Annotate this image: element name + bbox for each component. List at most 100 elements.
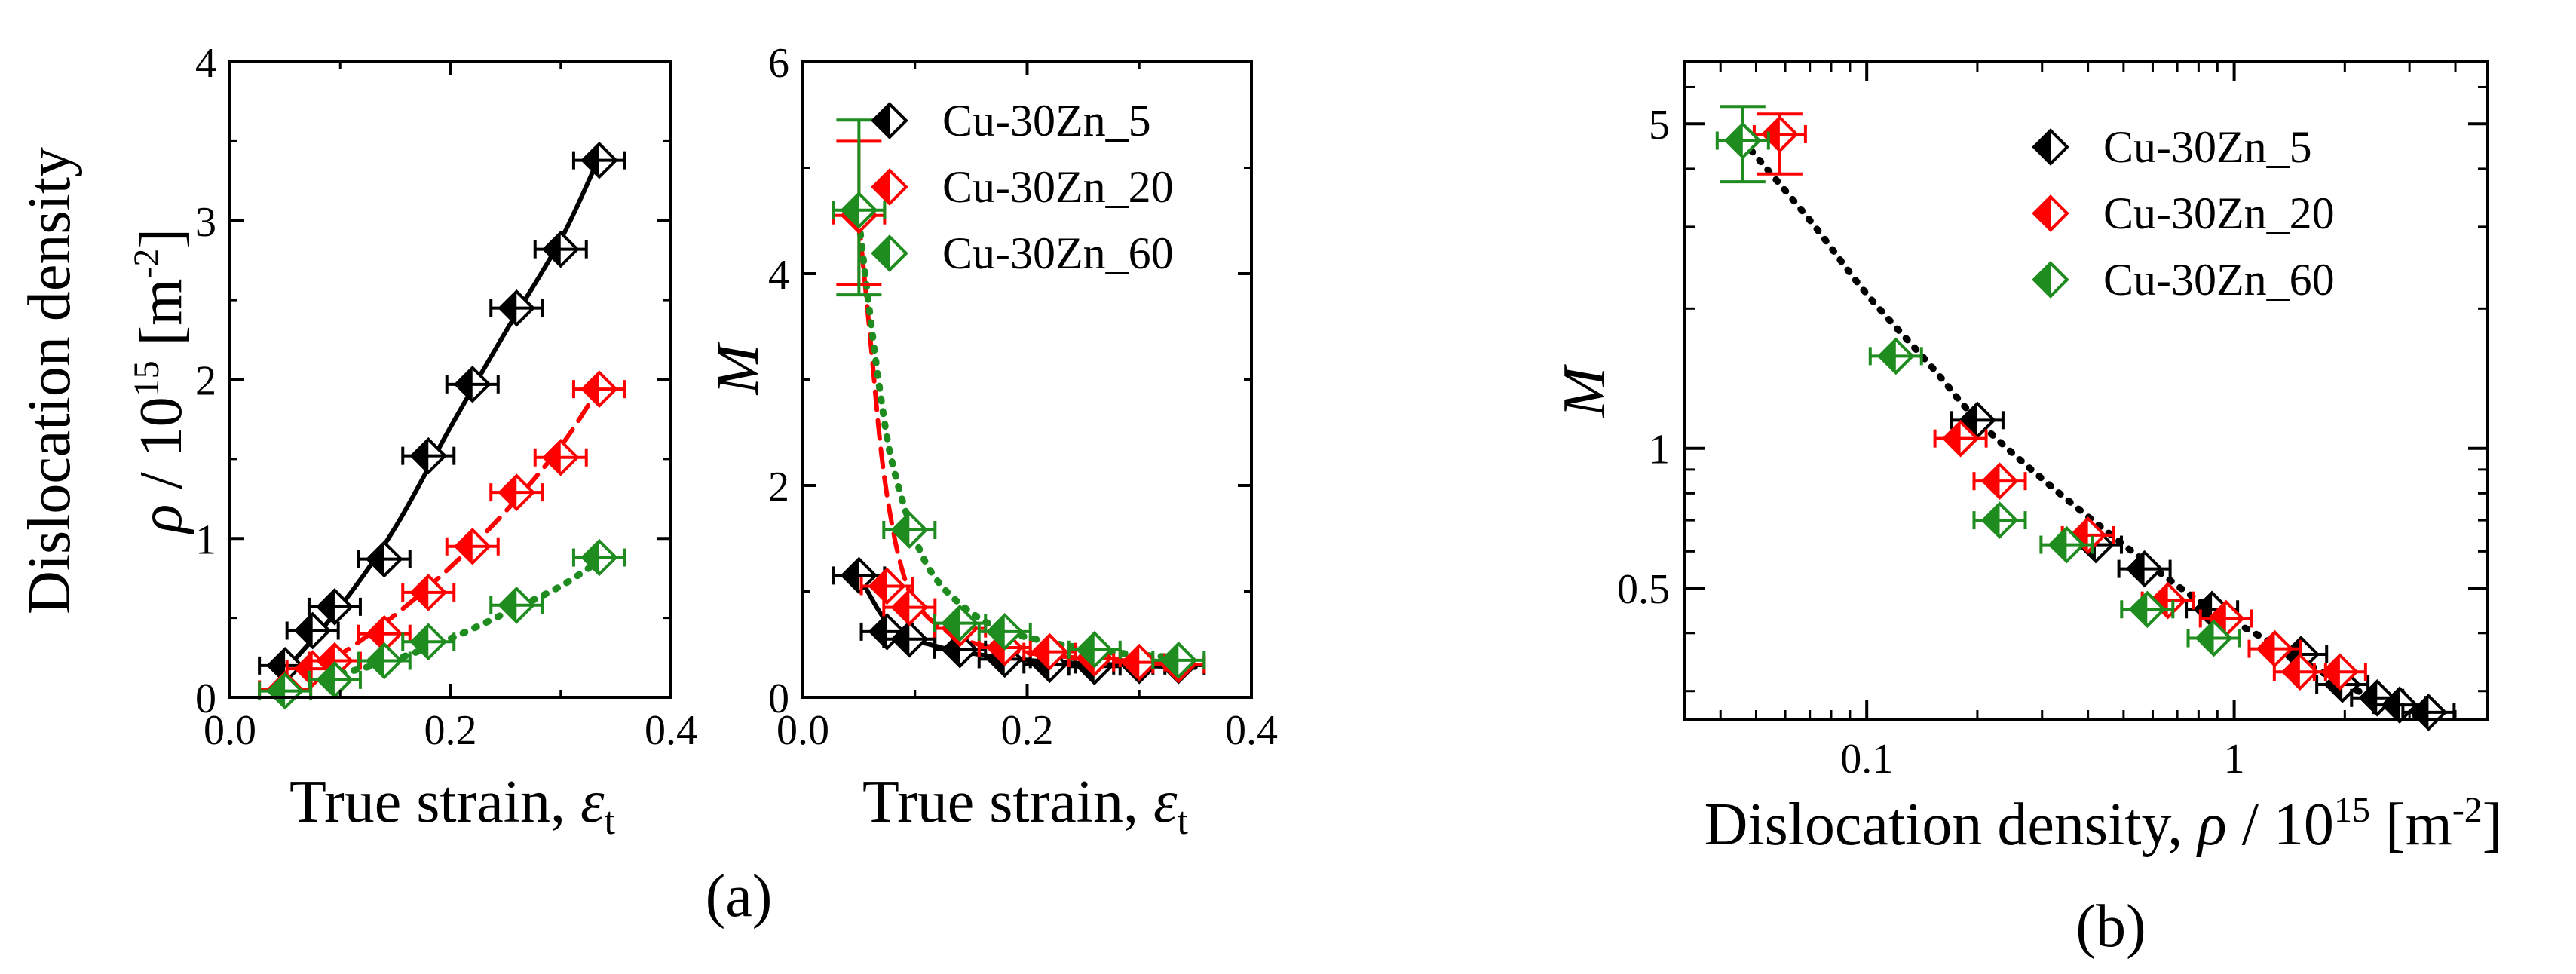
panel-a2-ytick-label-3: 6: [768, 40, 789, 87]
panel-a2-legend-label-0: Cu-30Zn_5: [942, 96, 1151, 145]
panel-a1-xlabel-text: True strain,: [289, 769, 565, 835]
panel-a1-series-1-point-7: [533, 438, 588, 476]
panel-a2-series-1-point-2: [882, 588, 937, 626]
panel-b-series-2: [1715, 121, 2241, 657]
panel-a2-xlabel-sym: ε: [1153, 769, 1178, 835]
panel-b-series-2-point-5: [2186, 619, 2241, 657]
panel-b-xlabel-unit-exp: -2: [2452, 790, 2483, 830]
panel-b-series-2-point-3: [2039, 525, 2094, 564]
panel-a1-series-0-point-7: [533, 230, 588, 268]
panel-a2-series-2-point-0: [832, 191, 887, 229]
panel-b-xtick-label-1: 1: [2224, 736, 2245, 783]
panel-a1-series-1-point-4: [401, 574, 456, 611]
panel-a1-series-0-point-2: [307, 588, 362, 626]
panel-a2-frame: [801, 60, 1253, 699]
panel-a2-ytick-label-1: 2: [768, 464, 789, 510]
panel-a1-series-0-point-5: [445, 365, 500, 403]
panel-a2-ytick-label-2: 4: [768, 252, 789, 299]
panel-b-xlabel-unit: [m: [2370, 792, 2452, 858]
panel-a1-series-1: [258, 370, 626, 709]
panel-a2-ytick-label-0: 0: [768, 675, 789, 722]
panel-a2-series-2-point-1: [882, 511, 937, 549]
panel-a1-series-0-point-3: [357, 540, 412, 578]
panel-b-legend-label-2: Cu-30Zn_60: [2103, 255, 2335, 305]
panel-a1-ytick-label-4: 4: [195, 40, 216, 87]
panel-a1: 0.0 0.2 0.4 0 1 2 3 4: [195, 40, 697, 754]
panel-a2-legend-label-1: Cu-30Zn_20: [942, 162, 1174, 212]
panel-a2-series-2-point-2: [933, 604, 988, 642]
panel-a2-legend-marker-2: [871, 234, 908, 272]
panel-b-series-1-point-8: [2312, 653, 2367, 691]
panel-a2-series-1-point-5: [1022, 632, 1077, 671]
panel-b-series-0-point-2: [2117, 550, 2172, 588]
panel-a1-series-2-point-5: [571, 538, 626, 577]
panel-b-legend-marker-0: [2032, 128, 2069, 166]
panel-b-series-1-point-2: [1972, 462, 2027, 501]
panel-a2-series-2-point-4: [1067, 630, 1122, 669]
panel-b-frame: [1683, 60, 2489, 721]
panel-a1-series-1-point-6: [489, 473, 544, 511]
panel-a2-legend-label-2: Cu-30Zn_60: [942, 228, 1174, 278]
panel-b-legend-label-1: Cu-30Zn_20: [2103, 188, 2335, 238]
panel-a2-xlabel: True strain, εt: [862, 769, 1188, 843]
panel-a1-ylabel-close: ]: [128, 228, 195, 249]
panel-a1-series-2-point-3: [401, 623, 456, 661]
panel-b-legend-marker-2: [2032, 261, 2069, 299]
panel-b-series-1-point-1: [1933, 419, 1988, 458]
panel-a2-xtick-label-2: 0.4: [1225, 707, 1278, 754]
panel-a2-series-1-point-7: [1112, 643, 1167, 681]
svg-text:Dislocation density: Dislocation density: [17, 147, 83, 614]
panel-a1-series-0-point-6: [489, 289, 544, 327]
panel-b-xlabel-close: ]: [2483, 792, 2503, 858]
panel-a2-series-1-point-1: [859, 567, 914, 605]
panel-b-xlabel: Dislocation density, ρ / 1015 [m-2]: [1705, 790, 2503, 858]
panel-b-series-2-point-1: [1868, 337, 1923, 375]
panel-b-xlabel-sym: ρ: [2195, 792, 2226, 858]
panel-a2-xlabel-text: True strain,: [862, 769, 1138, 835]
panel-a2: 0.0 0.2 0.40246Cu-30Zn_5Cu-30Zn_20Cu-30Zn_…: [768, 40, 1278, 754]
panel-a1-series-0-point-8: [571, 141, 626, 179]
panel-b-ytick-label-2: 5: [1649, 102, 1670, 149]
panel-a2-legend-marker-0: [871, 102, 908, 139]
panel-a2-legend: Cu-30Zn_5 Cu-30Zn_20 Cu-30Zn_60: [871, 96, 1174, 278]
panel-a1-fit-line-1: [305, 385, 602, 673]
panel-a2-ylabel: M: [705, 341, 771, 395]
panel-b-series-0: [1950, 401, 2456, 731]
panel-a1-ytick-label-2: 2: [195, 358, 216, 405]
panel-a1-xtick-label-0: 0.0: [204, 707, 256, 754]
panel-a1-series-2-point-2: [357, 642, 412, 680]
panel-a2-ylabel-sym: M: [705, 341, 771, 395]
panel-b-series-1-point-0: [1752, 115, 1807, 153]
svg-text:ρ / 1015 [m-2]: ρ / 1015 [m-2]: [127, 228, 195, 535]
panel-a1-xtick-label-2: 0.4: [645, 707, 697, 754]
panel-a1-series-2-point-1: [307, 660, 362, 699]
panel-b-series-1-point-6: [2247, 629, 2302, 668]
panel-b-xlabel-mid: / 10: [2227, 792, 2334, 858]
panel-a2-series-0-point-0: [832, 556, 887, 595]
panel-a1-ytick-label-1: 1: [195, 516, 216, 563]
panel-b-ylabel-sym: M: [1551, 363, 1618, 418]
panel-a1-ytick-label-0: 0: [195, 675, 216, 722]
panel-a1-ylabel-exp: 15: [127, 360, 167, 397]
panel-b-series-2-point-0: [1715, 121, 1770, 160]
panel-b-series-1: [1752, 115, 2367, 691]
panel-a1-ylabel-sym: ρ: [128, 504, 195, 535]
panel-a1-ylabel-line1: Dislocation density: [17, 147, 83, 614]
panel-a2-xtick-label-1: 0.2: [1001, 707, 1054, 754]
panel-b-ylabel: M: [1551, 363, 1618, 418]
panel-a1-series-1-point-5: [445, 527, 500, 565]
panel-b: 0.1 1 0.5 1 5 Cu-30Zn_5 Cu-30Zn_20 Cu-30Zn_60: [1617, 60, 2489, 783]
panel-b-ytick-label-1: 1: [1649, 427, 1670, 473]
panel-a2-legend-marker-1: [871, 168, 908, 206]
panel-a1-ylabel-mid: / 10: [128, 397, 195, 504]
panel-a1-xlabel-sym: ε: [580, 769, 605, 835]
panel-a1-ytick-label-3: 3: [195, 199, 216, 246]
panel-b-legend: Cu-30Zn_5 Cu-30Zn_20 Cu-30Zn_60: [2032, 122, 2335, 305]
panel-a1-xtick-label-1: 0.2: [424, 707, 477, 754]
panel-a2-series-2-point-3: [977, 613, 1032, 651]
panel-a1-series-1-point-8: [571, 370, 626, 408]
panel-b-ytick-label-0: 0.5: [1617, 566, 1670, 613]
caption-a: (a): [706, 863, 773, 930]
